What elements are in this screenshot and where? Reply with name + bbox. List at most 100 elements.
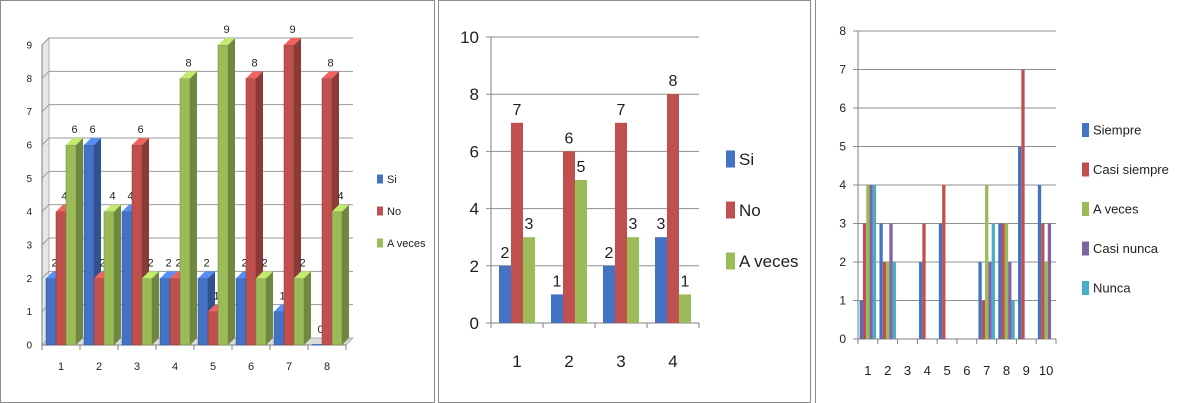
bar-nunca [872, 185, 877, 339]
bar-a-veces [141, 271, 159, 346]
x-tick-label: 4 [924, 363, 931, 378]
y-tick-label: 8 [839, 24, 846, 38]
legend-label: Si [739, 150, 754, 169]
bar-front [179, 78, 191, 346]
bar-a-veces [886, 262, 890, 339]
bar-front [103, 211, 115, 346]
legend-label: Nunca [1093, 281, 1131, 296]
x-tick-label: 3 [904, 363, 911, 378]
data-label: 2 [165, 257, 171, 269]
bar-side [76, 138, 83, 345]
x-tick-label: 4 [668, 352, 677, 371]
bar-casi-siempre [1021, 69, 1025, 339]
y-tick-label: 2 [470, 257, 479, 276]
bar-front [331, 211, 343, 346]
bar-nunca [991, 223, 995, 339]
legend: Si No A veces [377, 174, 426, 250]
data-label: 2 [261, 257, 267, 269]
x-tick-label: 9 [1023, 363, 1030, 378]
legend-swatch [377, 174, 383, 184]
data-label: 4 [127, 191, 133, 203]
bar-casi-nunca [1008, 262, 1012, 339]
bar-side [342, 204, 349, 345]
legend-swatch [726, 150, 735, 168]
bar-no [615, 122, 627, 323]
x-tick-label: 8 [1003, 363, 1010, 378]
legend-label: No [387, 206, 401, 218]
bar-si [551, 294, 563, 323]
x-tick-label: 2 [884, 363, 891, 378]
bar-front [283, 44, 295, 346]
data-label: 6 [89, 124, 95, 136]
bar-casi-siempre [922, 223, 926, 339]
bar-side [228, 38, 235, 345]
data-label: 2 [99, 257, 105, 269]
y-tick-label: 1 [26, 307, 32, 318]
bar-no [283, 38, 301, 346]
bar-si [603, 265, 615, 323]
y-tick-label: 5 [26, 174, 32, 185]
legend-label: Casi siempre [1093, 162, 1169, 177]
bar-side [114, 204, 121, 345]
data-label: 8 [327, 57, 333, 69]
bar-top [218, 38, 235, 45]
bar-top [160, 271, 177, 279]
bar-front [197, 278, 209, 346]
y-tick-label: 4 [470, 200, 479, 219]
x-tick-label: 3 [616, 352, 625, 371]
bar-siempre [1037, 185, 1042, 339]
bar-a-veces [217, 38, 235, 346]
bar-front [93, 278, 105, 346]
bar-front [207, 311, 219, 346]
legend-label: A veces [739, 252, 799, 271]
bar-casi-siempre [981, 300, 986, 339]
y-tick-label: 2 [26, 274, 32, 285]
bar-casi-nunca [988, 262, 992, 339]
data-label: 2 [175, 257, 181, 269]
y-tick-label: 8 [470, 85, 479, 104]
data-label: 7 [617, 102, 626, 119]
y-tick-label: 1 [839, 294, 846, 308]
legend-swatch [377, 206, 383, 216]
data-label: 4 [337, 191, 343, 203]
data-label: 8 [251, 57, 257, 69]
legend-label: Si [387, 174, 397, 186]
data-label: 5 [577, 159, 586, 176]
x-tick-label: 1 [58, 361, 64, 373]
data-label: 6 [137, 124, 143, 136]
bar-siempre [978, 262, 982, 339]
bar-a-veces [866, 185, 870, 339]
y-tick-label: 3 [839, 217, 846, 231]
bar-casi-nunca [889, 223, 893, 339]
y-tick-label: 0 [839, 332, 846, 346]
bar-siempre [879, 223, 883, 339]
y-tick-label: 3 [26, 241, 32, 252]
bar-a-veces [679, 294, 691, 323]
y-tick-label: 6 [470, 142, 479, 161]
bar-front [169, 278, 181, 346]
x-tick-label: 2 [564, 352, 573, 371]
bar-front [293, 278, 305, 346]
bar-siempre [998, 223, 1002, 339]
x-tick-label: 7 [286, 361, 292, 373]
bar-front [55, 211, 67, 346]
bar-a-veces [103, 204, 121, 346]
gridline [41, 37, 353, 46]
y-tick-label: 0 [470, 314, 479, 333]
bar-nunca [1011, 300, 1015, 339]
x-tick-label: 6 [248, 361, 254, 373]
bar-front [217, 44, 229, 346]
bar-si [499, 265, 511, 323]
data-label: 1 [279, 291, 285, 303]
x-tick-label: 1 [512, 352, 521, 371]
bar-casi-nunca [1047, 223, 1052, 339]
data-label: 2 [203, 257, 209, 269]
bar-front [235, 278, 247, 346]
data-label: 3 [525, 216, 534, 233]
legend: Siempre Casi siempre A veces Casi nunca Nunc… [1082, 123, 1169, 296]
x-tick-label: 5 [943, 363, 950, 378]
bar-a-veces [627, 237, 639, 323]
